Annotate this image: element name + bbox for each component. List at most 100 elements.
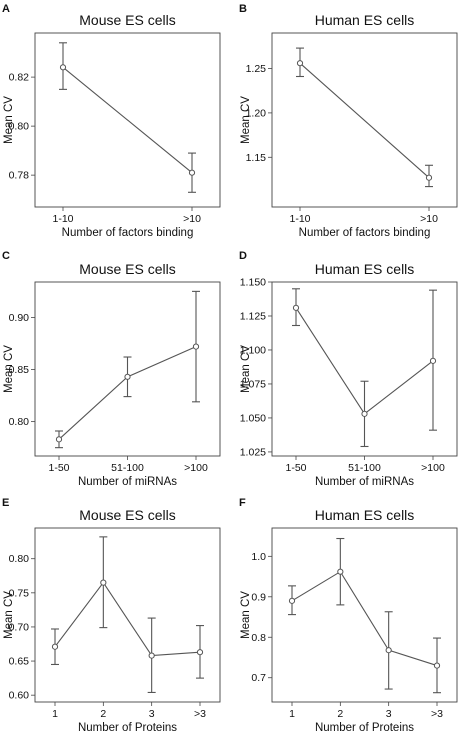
x-axis-label: Number of factors binding: [299, 227, 431, 239]
y-tick-label: 1.0: [251, 551, 266, 563]
y-tick-label: 1.025: [240, 446, 266, 458]
data-point: [51, 643, 59, 650]
y-tick-label: 0.75: [9, 587, 30, 599]
y-tick-label: 0.60: [9, 690, 30, 702]
chart-svg: C Mouse ES cells 0.80 0.85 0.90 1-50 51-100 >10…: [2, 250, 221, 488]
panel-e: E Mouse ES cells 0.60 0.65 0.70 0.75 0.80 1 2 3 >3…: [0, 494, 237, 740]
panel-a: A Mouse ES cells 0.78 0.80 0.82 1-10 >10 Number…: [0, 0, 237, 247]
x-axis-label: Number of Proteins: [315, 722, 414, 734]
y-tick-label: 0.70: [9, 621, 30, 633]
data-point: [292, 304, 300, 311]
data-point: [59, 64, 67, 71]
data-point: [337, 568, 344, 575]
data-point: [361, 410, 368, 417]
y-tick-label: 1.125: [240, 310, 266, 322]
x-tick-label: 1: [52, 708, 58, 720]
y-axis-label: Mean CV: [240, 96, 252, 144]
x-tick-label: 3: [149, 708, 155, 720]
series-line: [291, 570, 438, 667]
data-point: [288, 597, 296, 604]
chart-svg: B Human ES cells 1.15 1.20 1.25 1-10 >10 Number…: [239, 3, 458, 239]
x-tick-label: 1-10: [289, 213, 310, 225]
x-tick-label: 1-10: [52, 213, 73, 225]
series-line: [54, 581, 201, 657]
x-tick-label: 1: [289, 708, 295, 720]
y-tick-label: 0.8: [251, 632, 266, 644]
data-point: [296, 60, 304, 67]
data-point: [124, 373, 131, 380]
panel-f: F Human ES cells 0.7 0.8 0.9 1.0 1 2 3 >3 Number o…: [237, 494, 474, 740]
data-point: [425, 174, 433, 181]
y-tick-label: 0.80: [9, 121, 30, 133]
chart-svg: A Mouse ES cells 0.78 0.80 0.82 1-10 >10 Number…: [2, 3, 221, 239]
y-tick-label: 0.80: [9, 553, 30, 565]
series-line: [299, 62, 430, 179]
y-tick-label: 1.100: [240, 344, 266, 356]
x-tick-label: >3: [194, 708, 206, 720]
y-tick-label: 0.65: [9, 656, 30, 668]
chart-svg: E Mouse ES cells 0.60 0.65 0.70 0.75 0.80 1 2 3 >3…: [2, 497, 221, 734]
plot-frame: [34, 32, 221, 208]
y-tick-label: 0.82: [9, 72, 30, 84]
x-tick-label: >10: [183, 213, 201, 225]
y-axis-label: Mean CV: [3, 591, 15, 639]
data-point: [188, 169, 196, 176]
x-tick-label: >100: [184, 462, 208, 474]
y-axis-label: Mean CV: [240, 345, 252, 393]
data-point: [55, 436, 63, 443]
y-tick-label: 1.20: [246, 107, 267, 119]
x-axis-label: Number of Proteins: [78, 722, 177, 734]
panel-c: C Mouse ES cells 0.80 0.85 0.90 1-50 51-100 >10…: [0, 247, 237, 494]
x-tick-label: 51-100: [111, 462, 144, 474]
data-point: [192, 343, 200, 350]
x-tick-label: >100: [421, 462, 445, 474]
y-axis-label: Mean CV: [240, 591, 252, 639]
panel-d: D Human ES cells 1.025 1.050 1.075 1.100 1.125…: [237, 247, 474, 494]
plot-frame: [34, 527, 221, 703]
y-axis-label: Mean CV: [3, 345, 15, 393]
y-tick-label: 1.25: [246, 63, 267, 75]
chart-title: Mouse ES cells: [79, 507, 175, 523]
y-tick-label: 0.85: [9, 364, 30, 376]
x-tick-label: 2: [100, 708, 106, 720]
x-tick-label: 2: [337, 708, 343, 720]
y-tick-label: 1.150: [240, 277, 266, 289]
panel-b: B Human ES cells 1.15 1.20 1.25 1-10 >10 Number…: [237, 0, 474, 247]
data-point: [148, 652, 155, 659]
y-axis-label: Mean CV: [3, 96, 15, 144]
panel-letter: F: [239, 497, 246, 509]
y-tick-label: 1.050: [240, 412, 266, 424]
data-point: [385, 647, 392, 654]
y-tick-label: 0.80: [9, 416, 30, 428]
y-tick-label: 0.90: [9, 312, 30, 324]
chart-title: Human ES cells: [315, 261, 415, 277]
y-tick-label: 0.9: [251, 591, 266, 603]
panel-letter: A: [2, 3, 10, 15]
data-point: [433, 662, 441, 669]
data-point: [196, 649, 204, 656]
y-tick-label: 0.78: [9, 170, 30, 182]
x-tick-label: 1-50: [285, 462, 306, 474]
chart-svg: D Human ES cells 1.025 1.050 1.075 1.100 1.125…: [239, 250, 458, 488]
x-axis-label: Number of factors binding: [62, 227, 194, 239]
y-tick-label: 0.7: [251, 672, 266, 684]
x-tick-label: >3: [431, 708, 443, 720]
x-axis-label: Number of miRNAs: [78, 476, 177, 488]
chart-title: Mouse ES cells: [79, 261, 175, 277]
data-point: [429, 357, 437, 364]
chart-title: Mouse ES cells: [79, 12, 175, 28]
x-tick-label: 51-100: [348, 462, 381, 474]
panel-letter: D: [239, 250, 247, 262]
panel-letter: B: [239, 3, 247, 15]
chart-svg: F Human ES cells 0.7 0.8 0.9 1.0 1 2 3 >3 Number o…: [239, 497, 458, 734]
x-tick-label: 1-50: [48, 462, 69, 474]
x-tick-label: 3: [386, 708, 392, 720]
x-tick-label: >10: [420, 213, 438, 225]
series-line: [62, 66, 193, 174]
plot-frame: [271, 32, 458, 208]
chart-title: Human ES cells: [315, 507, 415, 523]
y-tick-label: 1.075: [240, 378, 266, 390]
panel-letter: E: [2, 497, 9, 509]
y-tick-label: 1.15: [246, 152, 267, 164]
chart-title: Human ES cells: [315, 12, 415, 28]
